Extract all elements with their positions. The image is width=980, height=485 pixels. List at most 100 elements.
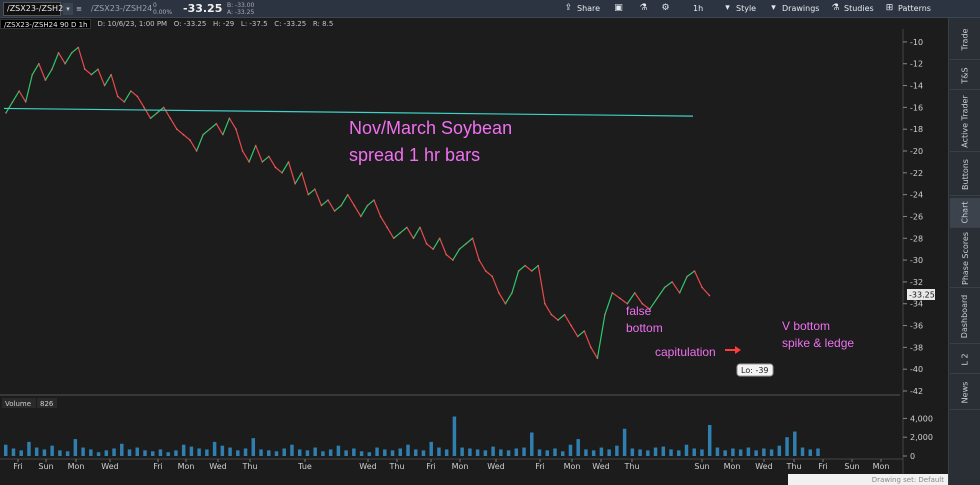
volume-bar [166,452,170,456]
price-point [176,128,178,130]
symbol-input[interactable]: /ZSX23-/ZSH24 [3,1,68,16]
volume-tick-label: 4,000 [910,414,933,423]
price-point [182,133,185,136]
volume-bar [267,450,271,456]
price-point [294,182,296,185]
price-segment [51,52,60,70]
timeframe-button[interactable]: 1h [693,0,703,17]
tab-news[interactable]: News [950,376,980,410]
tab-label: L 2 [960,353,970,366]
volume-bar [212,441,217,456]
price-segment [71,46,79,54]
y-tick-label: -20 [910,147,923,156]
price-segment [531,265,539,272]
volume-bar [731,448,735,456]
price-series [5,46,711,360]
volume-bar [375,447,379,456]
price-point [438,237,441,240]
y-tick-label: -14 [910,82,923,91]
volume-bar [793,431,797,456]
price-segment [619,297,628,305]
volume-bar [65,451,70,456]
price-point [162,106,165,109]
volume-bar [684,444,689,456]
volume-bar [383,449,387,456]
flask-button[interactable]: ⚗ [638,0,652,17]
watchlist-button[interactable]: ▣ [613,0,627,17]
ask-price: A: -33.25 [227,8,255,16]
price-segment [58,52,66,65]
share-icon: ⇪ [564,3,573,13]
volume-bar [707,424,712,456]
share-button[interactable]: ⇪ Share [563,0,600,17]
tab-active-trader[interactable]: Active Trader [950,92,980,152]
price-chart[interactable]: -10-12-14-16-18-20-22-24-26-28-30-32-34-… [0,29,948,474]
tab-trade[interactable]: Trade [950,20,980,60]
volume-bar [414,449,418,456]
volume-bar [197,448,201,456]
volume-bar [104,450,109,456]
volume-bar [120,443,124,456]
volume-bar [50,445,54,456]
drawings-button[interactable]: ▾ Drawings [768,0,819,17]
price-point [248,161,250,163]
drawing-set-bar[interactable]: Drawing set: Default [788,474,948,485]
tab-chart[interactable]: Chart [950,198,980,228]
tab-l-2[interactable]: L 2 [950,346,980,374]
price-segment [281,161,290,174]
price-point [596,357,599,360]
x-tick-label: Mon [178,462,195,471]
tab-t-s[interactable]: T&S [950,62,980,90]
style-button[interactable]: ▾ Style [722,0,756,17]
volume-bar [243,448,248,456]
price-point [287,161,290,163]
volume-bar [677,450,681,456]
last-price-label: -33.25 [909,291,935,300]
price-point [254,144,257,147]
price-segment [183,134,191,141]
symbol-menu-icon[interactable]: ≡ [76,4,82,13]
price-point [517,270,520,272]
price-point [215,122,218,125]
price-point [432,248,434,250]
price-point [18,90,20,92]
volume-bar [754,450,758,456]
price-point [70,52,73,54]
price-point [373,199,375,201]
price-segment [380,216,388,228]
volume-bar [800,447,805,456]
tab-dashboard[interactable]: Dashboard [950,290,980,344]
volume-bar [568,444,573,456]
price-segment [393,232,401,239]
volume-bar [483,450,488,456]
patterns-button[interactable]: ⊞ Patterns [884,0,931,17]
price-axis: -10 -12 -14 -16 -18 -20 -22 -24 -26 -28 -30 -32 -34 -… [902,29,923,474]
price-segment [590,347,598,359]
trendline[interactable] [3,107,694,117]
price-point [327,199,329,201]
drawings-label: Drawings [782,4,820,13]
x-tick-label: Mon [68,462,85,471]
x-tick-label: Wed [592,462,609,471]
volume-bar [313,447,317,456]
volume-bar [19,450,23,456]
price-segment [294,172,303,185]
price-segment [196,134,204,152]
settings-button[interactable]: ⚙ [660,0,674,17]
annotation-title-1: Nov/March Soybean [349,118,512,138]
symbol-dropdown-icon[interactable]: ▾ [63,2,73,15]
studies-button[interactable]: ⚗ Studies [830,0,873,17]
tab-label: T&S [960,67,970,84]
price-segment [679,276,688,294]
price-point [31,73,34,76]
price-segment [110,74,119,97]
tab-phase-scores[interactable]: Phase Scores [950,230,980,288]
price-segment [452,248,460,261]
price-segment [664,281,673,288]
volume-bar [421,450,426,456]
volume-bar [785,437,789,456]
tab-buttons[interactable]: Buttons [950,154,980,196]
price-point [406,226,408,229]
price-segment [327,199,336,212]
volume-bar [398,448,403,456]
